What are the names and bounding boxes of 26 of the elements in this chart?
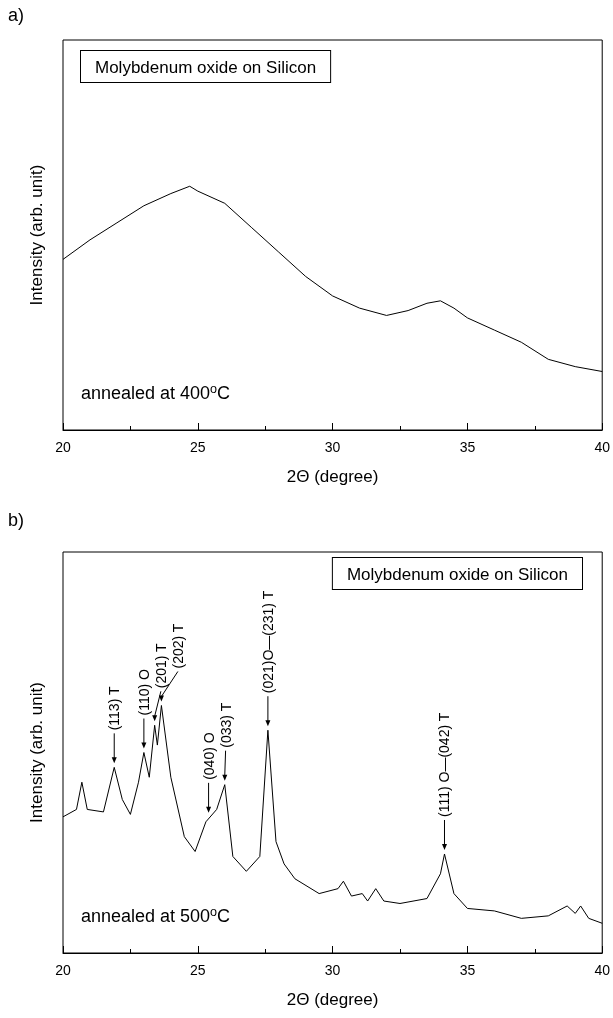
- chart-title: b): [8, 510, 25, 530]
- y-axis-title: Intensity (arb. unit): [26, 682, 46, 823]
- annotation: (202) T: [169, 623, 186, 669]
- x-tick-label: 40: [594, 439, 611, 455]
- annotation: (040) O: [200, 732, 217, 780]
- x-tick-label: 35: [459, 962, 476, 978]
- annotation: (201) T: [152, 642, 169, 689]
- annotation: (110) O: [135, 668, 152, 716]
- x-axis-title: 2Θ (degree): [286, 990, 379, 1009]
- x-tick-label: 20: [55, 439, 71, 455]
- x-tick-label: 25: [190, 439, 206, 455]
- x-tick-label: 30: [324, 962, 341, 978]
- annotation: (113) T: [106, 686, 123, 731]
- annotation: (111) O—(042) T: [436, 712, 453, 817]
- annotation: (021)O—(231) T: [259, 590, 276, 694]
- x-tick-label: 40: [594, 962, 611, 978]
- x-tick-label: 20: [55, 962, 71, 978]
- chart-title: a): [8, 5, 25, 25]
- x-tick-label: 30: [324, 439, 341, 455]
- annotation: (033) T: [217, 702, 234, 748]
- text: Molybdenum oxide on Silicon: [95, 58, 317, 77]
- x-tick-label: 35: [459, 439, 476, 455]
- x-tick-label: 25: [190, 962, 206, 978]
- x-axis-title: 2Θ (degree): [286, 467, 379, 486]
- y-axis-title: Intensity (arb. unit): [26, 164, 46, 306]
- text: Molybdenum oxide on Silicon: [346, 565, 568, 584]
